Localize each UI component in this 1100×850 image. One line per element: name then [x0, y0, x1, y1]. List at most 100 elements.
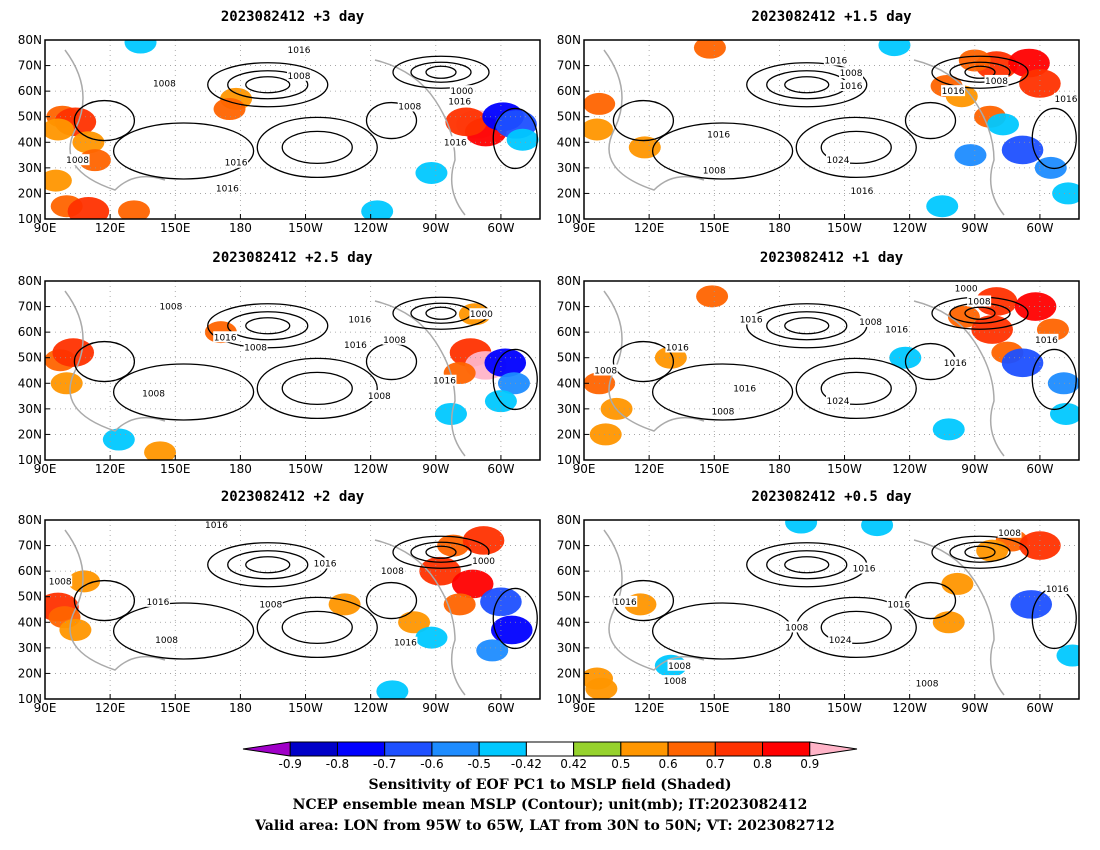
pressure-contour	[227, 70, 309, 100]
pressure-contour	[784, 317, 830, 335]
pressure-contour	[207, 303, 329, 349]
shaded-sensitivity-cell	[497, 372, 530, 395]
contour-label: 1008	[142, 390, 165, 400]
contour-label: 1024	[827, 156, 850, 166]
y-tick-label: 50N	[18, 110, 42, 124]
shaded-sensitivity-cell	[50, 372, 83, 395]
y-tick-label: 10N	[18, 692, 42, 706]
y-tick-label: 30N	[557, 161, 581, 175]
y-tick-label: 20N	[18, 666, 42, 680]
contour-label: 1008	[398, 102, 421, 112]
pressure-contour	[766, 550, 848, 580]
pressure-contour	[795, 357, 917, 420]
x-tick-label: 120W	[892, 701, 927, 715]
contour-label: 1008	[381, 567, 404, 577]
colorbar-segment	[336, 741, 386, 757]
contour-label: 1008	[985, 77, 1008, 87]
shaded-sensitivity-cell	[696, 285, 729, 308]
pressure-contour	[964, 545, 996, 559]
contour-label: 1016	[448, 97, 471, 107]
contour-label: 1008	[368, 392, 391, 402]
contour-label: 1016	[444, 138, 467, 148]
contour-label: 1000	[472, 557, 495, 567]
y-tick-label: 50N	[18, 351, 42, 365]
y-tick-label: 40N	[557, 135, 581, 149]
pressure-contour	[964, 65, 996, 79]
contour-label: 1016	[707, 131, 730, 141]
pressure-contour	[410, 541, 472, 563]
pressure-contour	[245, 317, 291, 335]
shaded-sensitivity-cell	[1056, 644, 1079, 667]
map-frame	[583, 280, 1080, 461]
contour-label: 1016	[394, 639, 417, 649]
contour-label: 1008	[859, 318, 882, 328]
caption-line-1: Sensitivity of EOF PC1 to MSLP field (Sh…	[368, 777, 731, 793]
x-tick-label: 120E	[95, 462, 126, 476]
contour-label: 1008	[703, 166, 726, 176]
colorbar-segment	[573, 741, 622, 757]
shaded-sensitivity-cell	[954, 144, 987, 167]
pressure-contour	[392, 535, 490, 569]
x-tick-label: 90E	[34, 701, 57, 715]
shaded-sensitivity-cell	[361, 200, 394, 219]
contour-label: 1008	[785, 623, 808, 633]
contour-label: 1016	[840, 82, 863, 92]
x-tick-label: 120W	[353, 462, 388, 476]
contour-label: 1024	[829, 636, 852, 646]
pressure-contour	[227, 311, 309, 341]
y-tick-label: 10N	[18, 453, 42, 467]
pressure-contour	[73, 340, 136, 383]
pressure-contour	[795, 116, 917, 179]
contour-label: 1016	[288, 46, 311, 56]
contour-label: 1008	[968, 297, 991, 307]
coastline	[913, 59, 1005, 216]
pressure-contour	[245, 556, 291, 574]
x-tick-label: 120E	[95, 701, 126, 715]
contour-label: 1016	[740, 315, 763, 325]
panel-title: 2023082412 +2 day	[221, 489, 365, 505]
x-tick-label: 150E	[160, 701, 191, 715]
shaded-sensitivity-cell	[462, 526, 505, 555]
y-tick-label: 20N	[18, 186, 42, 200]
colorbar-tick-label: -0.6	[420, 757, 443, 771]
contour-label: 1000	[955, 285, 978, 295]
map-panel: 1016 1016 1008 1000 1008 1016 1008 1008 1016 2023…	[18, 489, 541, 715]
pressure-contour	[425, 306, 457, 320]
contour-label: 1016	[146, 598, 169, 608]
pressure-contour	[1031, 107, 1077, 170]
pressure-contour	[73, 99, 136, 142]
y-tick-label: 60N	[18, 325, 42, 339]
x-tick-label: 60W	[1026, 462, 1053, 476]
colorbar-segment	[431, 741, 480, 757]
colorbar-tick-label: 0.6	[659, 757, 678, 771]
shaded-sensitivity-cell	[68, 570, 101, 593]
pressure-contour	[410, 61, 472, 83]
contour-label: 1008	[998, 529, 1021, 539]
x-tick-label: 150E	[699, 462, 730, 476]
shaded-sensitivity-cell	[476, 639, 509, 662]
contour-label: 1016	[942, 87, 965, 97]
contour-label: 1016	[1046, 585, 1069, 595]
coastline	[603, 529, 705, 671]
x-tick-label: 180	[768, 701, 791, 715]
y-tick-label: 40N	[18, 615, 42, 629]
panel-title: 2023082412 +0.5 day	[751, 489, 912, 505]
colorbar-segment	[809, 741, 858, 757]
contour-label: 1016	[733, 384, 756, 394]
map-frame	[44, 519, 541, 700]
contour-label: 1008	[49, 577, 72, 587]
y-tick-label: 30N	[557, 402, 581, 416]
shaded-sensitivity-cell	[45, 118, 75, 141]
pressure-contour	[784, 556, 830, 574]
x-tick-label: 150W	[827, 221, 862, 235]
pressure-contour	[820, 371, 892, 406]
shaded-sensitivity-cell	[398, 611, 431, 634]
colorbar-segment	[384, 741, 433, 757]
y-tick-label: 40N	[557, 615, 581, 629]
pressure-contour	[112, 363, 255, 421]
pressure-contour	[746, 62, 868, 108]
pressure-contour	[1031, 348, 1077, 411]
y-tick-label: 40N	[18, 376, 42, 390]
y-tick-label: 20N	[557, 666, 581, 680]
pressure-contour	[281, 130, 353, 165]
